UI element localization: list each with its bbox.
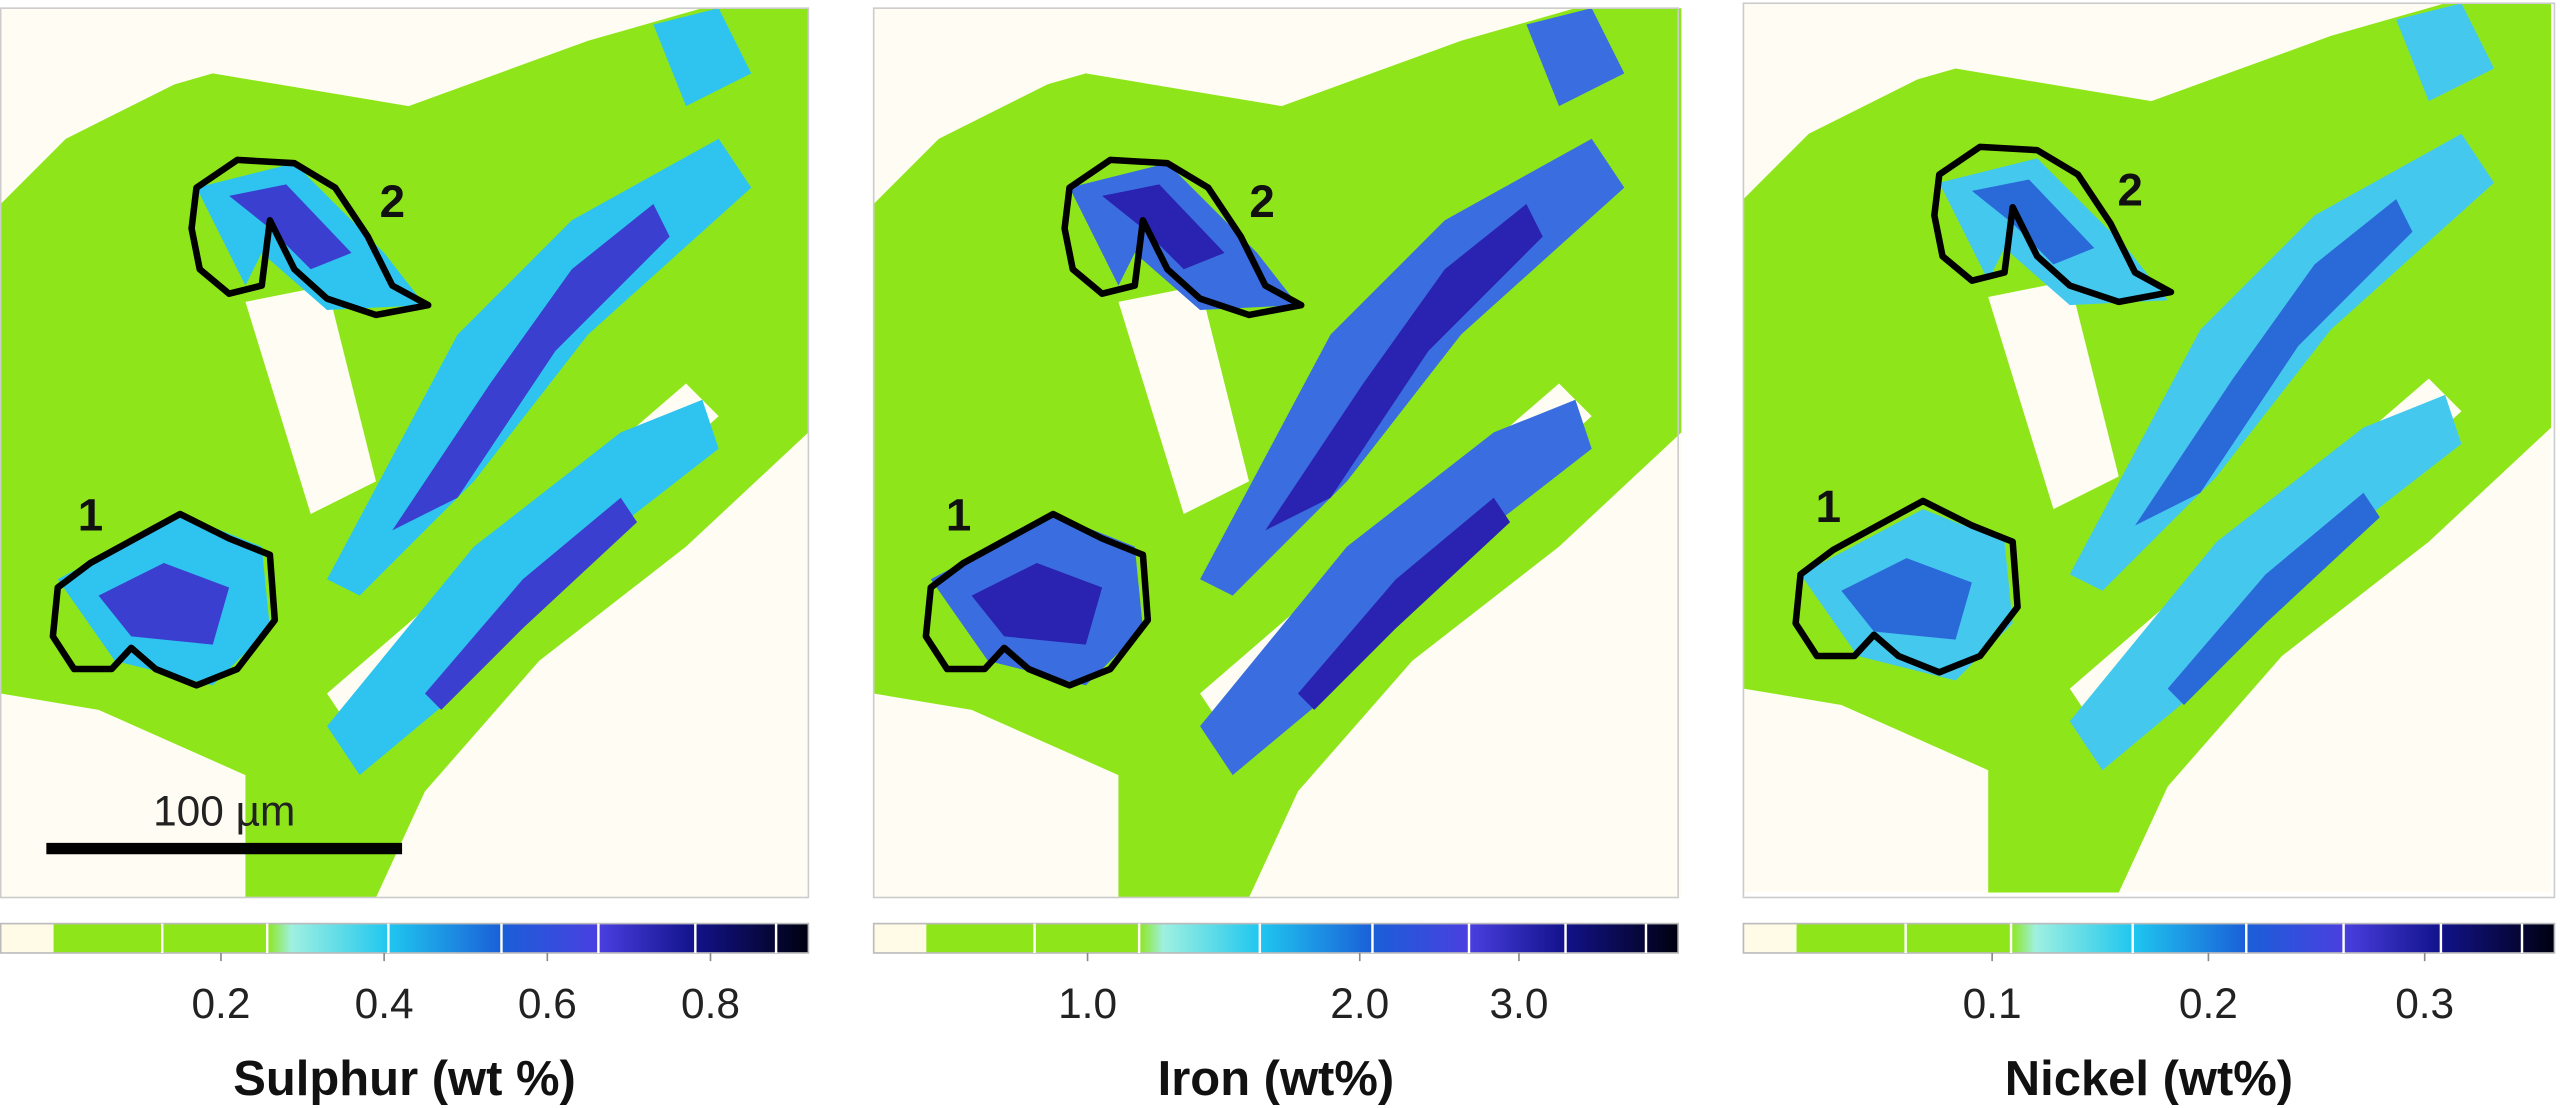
colorbar-tick-label: 0.6 <box>518 980 577 1027</box>
element-label: Iron (wt%) <box>1158 1052 1395 1106</box>
region-label: 1 <box>1816 481 1841 532</box>
colorbar <box>0 922 810 954</box>
panel-iron: 1 2 <box>872 7 1682 899</box>
colorbar-tick-label: 0.3 <box>2395 980 2454 1027</box>
colorbar-tick-label: 0.4 <box>355 980 414 1027</box>
colorbar-tick-label: 3.0 <box>1489 980 1548 1027</box>
panel-sulphur: 1 2 100 µm <box>0 7 810 899</box>
scale-bar-label: 100 µm <box>153 788 295 835</box>
colorbar-tick-label: 0.2 <box>2179 980 2238 1027</box>
region-label: 2 <box>380 176 405 227</box>
element-label: Nickel (wt%) <box>2005 1052 2293 1106</box>
colorbar-tick-label: 0.8 <box>681 980 740 1027</box>
iron-map <box>874 8 1682 897</box>
map-frame <box>0 7 810 899</box>
colorbar-tick-label: 2.0 <box>1330 980 1389 1027</box>
colorbar-tick-label: 0.1 <box>1963 980 2022 1027</box>
colorbar-tick-label: 0.2 <box>191 980 250 1027</box>
colorbar <box>1742 922 2556 954</box>
region-label: 1 <box>946 489 971 540</box>
nickel-map <box>1743 3 2551 892</box>
region-label: 2 <box>1249 176 1274 227</box>
element-label: Sulphur (wt %) <box>233 1052 576 1106</box>
region-label: 2 <box>2117 165 2142 216</box>
colorbar-tick-label: 1.0 <box>1058 980 1117 1027</box>
sulphur-map <box>1 8 809 897</box>
colorbar <box>872 922 1679 954</box>
map-frame <box>872 7 1679 899</box>
map-frame <box>1742 2 2556 899</box>
panel-nickel: 1 2 <box>1742 2 2556 899</box>
region-label: 1 <box>78 489 103 540</box>
